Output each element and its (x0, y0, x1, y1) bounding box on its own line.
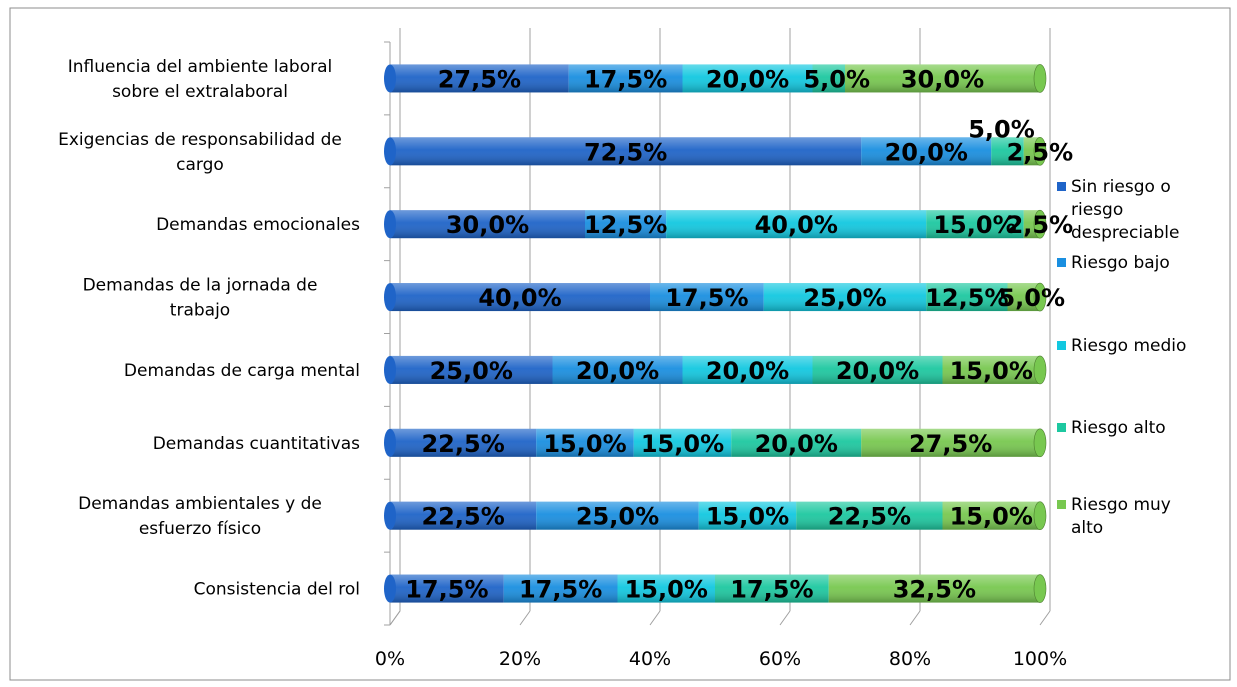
x-tick-label: 40% (629, 648, 671, 670)
data-label: 25,0% (430, 357, 513, 385)
category-label: Demandas de carga mental (124, 361, 360, 381)
data-label: 22,5% (828, 503, 911, 531)
data-label: 15,0% (543, 430, 626, 458)
data-label: 5,0% (803, 65, 870, 93)
data-label: 72,5% (584, 138, 667, 166)
legend-swatch (1057, 341, 1066, 350)
bar-cap-end (1034, 575, 1046, 603)
legend-label: Riesgo medio (1071, 336, 1186, 356)
data-label: 2,5% (1007, 211, 1074, 239)
data-label: 17,5% (584, 65, 667, 93)
data-label: 20,0% (885, 138, 968, 166)
data-label: 5,0% (998, 284, 1065, 312)
data-label: 2,5% (1007, 138, 1074, 166)
data-label: 17,5% (665, 284, 748, 312)
legend-label: Riesgo bajo (1071, 253, 1170, 273)
data-label: 32,5% (893, 576, 976, 604)
category-label: Demandas cuantitativas (153, 434, 360, 454)
data-label: 20,0% (706, 357, 789, 385)
bar-cap-end (1034, 64, 1046, 92)
data-label: 40,0% (478, 284, 561, 312)
category-label: Demandas emocionales (156, 215, 360, 235)
legend-swatch (1057, 423, 1066, 432)
bar-cap-start (384, 64, 396, 92)
bar-cap-start (384, 502, 396, 530)
x-tick-label: 80% (889, 648, 931, 670)
x-tick-label: 100% (1013, 648, 1067, 670)
bar-cap-start (384, 575, 396, 603)
data-label: 22,5% (421, 430, 504, 458)
category-label: Consistencia del rol (194, 580, 360, 600)
data-label: 17,5% (405, 576, 488, 604)
x-tick-label: 0% (375, 648, 405, 670)
data-label: 30,0% (901, 65, 984, 93)
data-label: 15,0% (625, 576, 708, 604)
bar-cap-start (384, 283, 396, 311)
data-label: 15,0% (933, 211, 1016, 239)
bar-cap-start (384, 356, 396, 384)
data-label: 30,0% (446, 211, 529, 239)
x-tick-label: 20% (499, 648, 541, 670)
data-label: 20,0% (755, 430, 838, 458)
data-label: 17,5% (519, 576, 602, 604)
data-label: 12,5% (584, 211, 667, 239)
data-label: 15,0% (950, 357, 1033, 385)
data-label: 20,0% (576, 357, 659, 385)
legend-swatch (1057, 258, 1066, 267)
data-label: 17,5% (730, 576, 813, 604)
data-label: 20,0% (836, 357, 919, 385)
data-label: 15,0% (706, 503, 789, 531)
data-label: 20,0% (706, 65, 789, 93)
data-label: 15,0% (950, 503, 1033, 531)
bar-cap-end (1034, 429, 1046, 457)
data-label: 12,5% (925, 284, 1008, 312)
data-label: 25,0% (803, 284, 886, 312)
bar-cap-end (1034, 356, 1046, 384)
data-label: 25,0% (576, 503, 659, 531)
bar-cap-start (384, 210, 396, 238)
data-label: 22,5% (421, 503, 504, 531)
data-label: 40,0% (755, 211, 838, 239)
bar-cap-end (1034, 502, 1046, 530)
legend-swatch (1057, 500, 1066, 509)
legend-label: Riesgo alto (1071, 418, 1166, 438)
x-tick-label: 60% (759, 648, 801, 670)
data-label: 15,0% (641, 430, 724, 458)
bar-cap-start (384, 429, 396, 457)
data-label: 27,5% (438, 65, 521, 93)
legend-swatch (1057, 182, 1066, 191)
bar-cap-start (384, 137, 396, 165)
data-label: 27,5% (909, 430, 992, 458)
